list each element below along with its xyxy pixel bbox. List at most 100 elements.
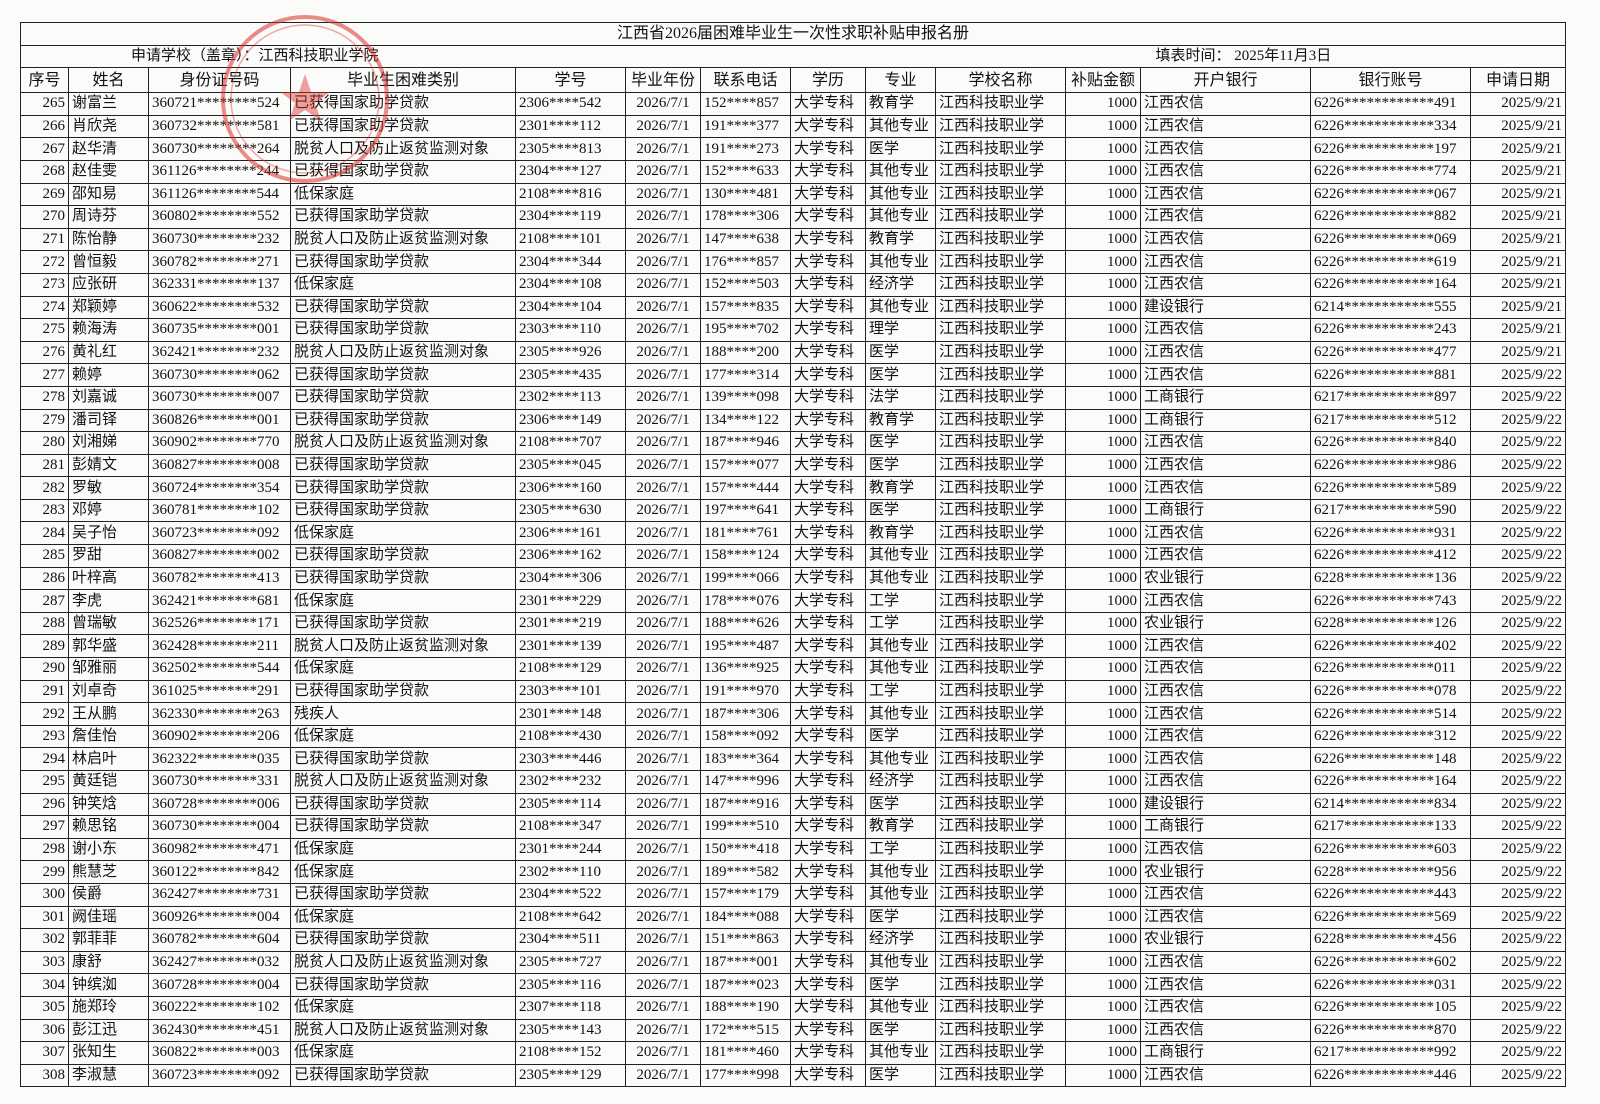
- table-cell: 178****306: [700, 205, 791, 229]
- table-cell: 2025/9/22: [1469, 702, 1567, 726]
- table-cell: 2108****816: [515, 182, 626, 207]
- table-row: 291 刘卓奇 361025********291 已获得国家助学贷款 2303****…: [20, 679, 1567, 704]
- table-cell: 157****077: [700, 453, 791, 478]
- table-cell: 6226************334: [1310, 114, 1471, 139]
- table-cell: 1000: [1065, 182, 1141, 207]
- table-cell: 周诗芬: [68, 205, 149, 229]
- table-cell: 6226************743: [1310, 589, 1471, 613]
- table-cell: 大学专科: [790, 566, 866, 591]
- table-cell: 281: [20, 453, 69, 478]
- table-cell: 江西农信: [1140, 973, 1311, 997]
- table-cell: 6214************555: [1310, 295, 1471, 320]
- table-cell: 医学: [865, 363, 936, 387]
- table-cell: 277: [20, 363, 69, 387]
- table-cell: 大学专科: [790, 431, 866, 455]
- table-cell: 362421********232: [148, 340, 291, 365]
- table-cell: 6226************164: [1310, 272, 1471, 297]
- table-cell: 2026/7/1: [625, 950, 701, 975]
- table-cell: 大学专科: [790, 318, 866, 342]
- table-row: 267 赵华清 360730********264 脱贫人口及防止返贫监测对象 2305…: [20, 137, 1567, 161]
- table-cell: 其他专业: [865, 114, 936, 139]
- table-cell: 脱贫人口及防止返贫监测对象: [290, 340, 516, 365]
- column-header: 序号: [20, 67, 69, 94]
- table-cell: 178****076: [700, 589, 791, 613]
- table-cell: 2305****813: [515, 137, 626, 161]
- table-row: 282 罗敏 360724********354 已获得国家助学贷款 2306****1…: [20, 476, 1567, 500]
- table-cell: 已获得国家助学贷款: [290, 476, 516, 500]
- table-cell: 其他专业: [865, 634, 936, 659]
- table-cell: 6228************126: [1310, 611, 1471, 636]
- table-row: 302 郭菲菲 360782********604 已获得国家助学贷款 2304****…: [20, 928, 1567, 952]
- table-cell: 2306****162: [515, 544, 626, 568]
- table-cell: 2305****435: [515, 363, 626, 387]
- table-cell: 152****633: [700, 159, 791, 184]
- table-cell: 钟缤洳: [68, 973, 149, 997]
- table-cell: 2108****347: [515, 815, 626, 839]
- table-cell: 江西农信: [1140, 453, 1311, 478]
- table-cell: 2026/7/1: [625, 385, 701, 410]
- table-row: 290 邹雅丽 362502********544 低保家庭 2108****129 20…: [20, 657, 1567, 681]
- table-cell: 360730********004: [148, 815, 291, 839]
- column-header: 学历: [790, 67, 866, 94]
- table-cell: 2305****143: [515, 1018, 626, 1043]
- table-cell: 赖思铭: [68, 815, 149, 839]
- table-cell: 282: [20, 476, 69, 500]
- table-cell: 大学专科: [790, 905, 866, 930]
- table-cell: 6226************148: [1310, 747, 1471, 771]
- table-cell: 360827********002: [148, 544, 291, 568]
- table-cell: 187****916: [700, 792, 791, 817]
- table-cell: 江西科技职业学: [935, 657, 1066, 681]
- table-row: 296 钟笑焓 360728********006 已获得国家助学贷款 2305****…: [20, 792, 1567, 817]
- table-cell: 300: [20, 882, 69, 907]
- table-cell: 6226************164: [1310, 770, 1471, 794]
- table-cell: 305: [20, 995, 69, 1020]
- table-row: 295 黄廷铠 360730********331 脱贫人口及防止返贫监测对象 2302…: [20, 770, 1567, 794]
- table-cell: 304: [20, 973, 69, 997]
- table-cell: 脱贫人口及防止返贫监测对象: [290, 137, 516, 161]
- table-row: 283 邓婷 360781********102 已获得国家助学贷款 2305****6…: [20, 498, 1567, 523]
- table-cell: 1000: [1065, 815, 1141, 839]
- table-cell: 大学专科: [790, 611, 866, 636]
- table-cell: 2302****113: [515, 385, 626, 410]
- table-cell: 大学专科: [790, 634, 866, 659]
- table-cell: 教育学: [865, 476, 936, 500]
- table-cell: 199****066: [700, 566, 791, 591]
- table-cell: 其他专业: [865, 182, 936, 207]
- table-cell: 157****835: [700, 295, 791, 320]
- table-cell: 6226************619: [1310, 250, 1471, 274]
- table-cell: 360724********354: [148, 476, 291, 500]
- table-cell: 6226************491: [1310, 92, 1471, 116]
- table-cell: 脱贫人口及防止返贫监测对象: [290, 950, 516, 975]
- table-cell: 158****124: [700, 544, 791, 568]
- table-cell: 6226************589: [1310, 476, 1471, 500]
- table-cell: 刘湘娣: [68, 431, 149, 455]
- table-cell: 医学: [865, 431, 936, 455]
- table-cell: 江西科技职业学: [935, 521, 1066, 546]
- table-cell: 6226************514: [1310, 702, 1471, 726]
- table-cell: 6217************897: [1310, 385, 1471, 410]
- table-cell: 江西农信: [1140, 995, 1311, 1020]
- table-cell: 江西科技职业学: [935, 408, 1066, 433]
- table-cell: 2305****926: [515, 340, 626, 365]
- table-cell: 265: [20, 92, 69, 116]
- table-cell: 2026/7/1: [625, 634, 701, 659]
- table-cell: 江西农信: [1140, 724, 1311, 749]
- table-row: 277 赖婷 360730********062 已获得国家助学贷款 2305****4…: [20, 363, 1567, 387]
- table-row: 274 郑颖婷 360622********532 已获得国家助学贷款 2304****…: [20, 295, 1567, 320]
- table-cell: 181****761: [700, 521, 791, 546]
- table-cell: 6226************067: [1310, 182, 1471, 207]
- table-cell: 2108****642: [515, 905, 626, 930]
- table-cell: 江西农信: [1140, 137, 1311, 161]
- table-cell: 大学专科: [790, 702, 866, 726]
- table-cell: 269: [20, 182, 69, 207]
- table-cell: 大学专科: [790, 747, 866, 771]
- table-cell: 360721********524: [148, 92, 291, 116]
- table-cell: 江西科技职业学: [935, 611, 1066, 636]
- table-cell: 其他专业: [865, 566, 936, 591]
- table-cell: 邹雅丽: [68, 657, 149, 681]
- table-cell: 296: [20, 792, 69, 817]
- table-cell: 295: [20, 770, 69, 794]
- table-cell: 360723********092: [148, 521, 291, 546]
- table-cell: 360730********331: [148, 770, 291, 794]
- table-cell: 1000: [1065, 340, 1141, 365]
